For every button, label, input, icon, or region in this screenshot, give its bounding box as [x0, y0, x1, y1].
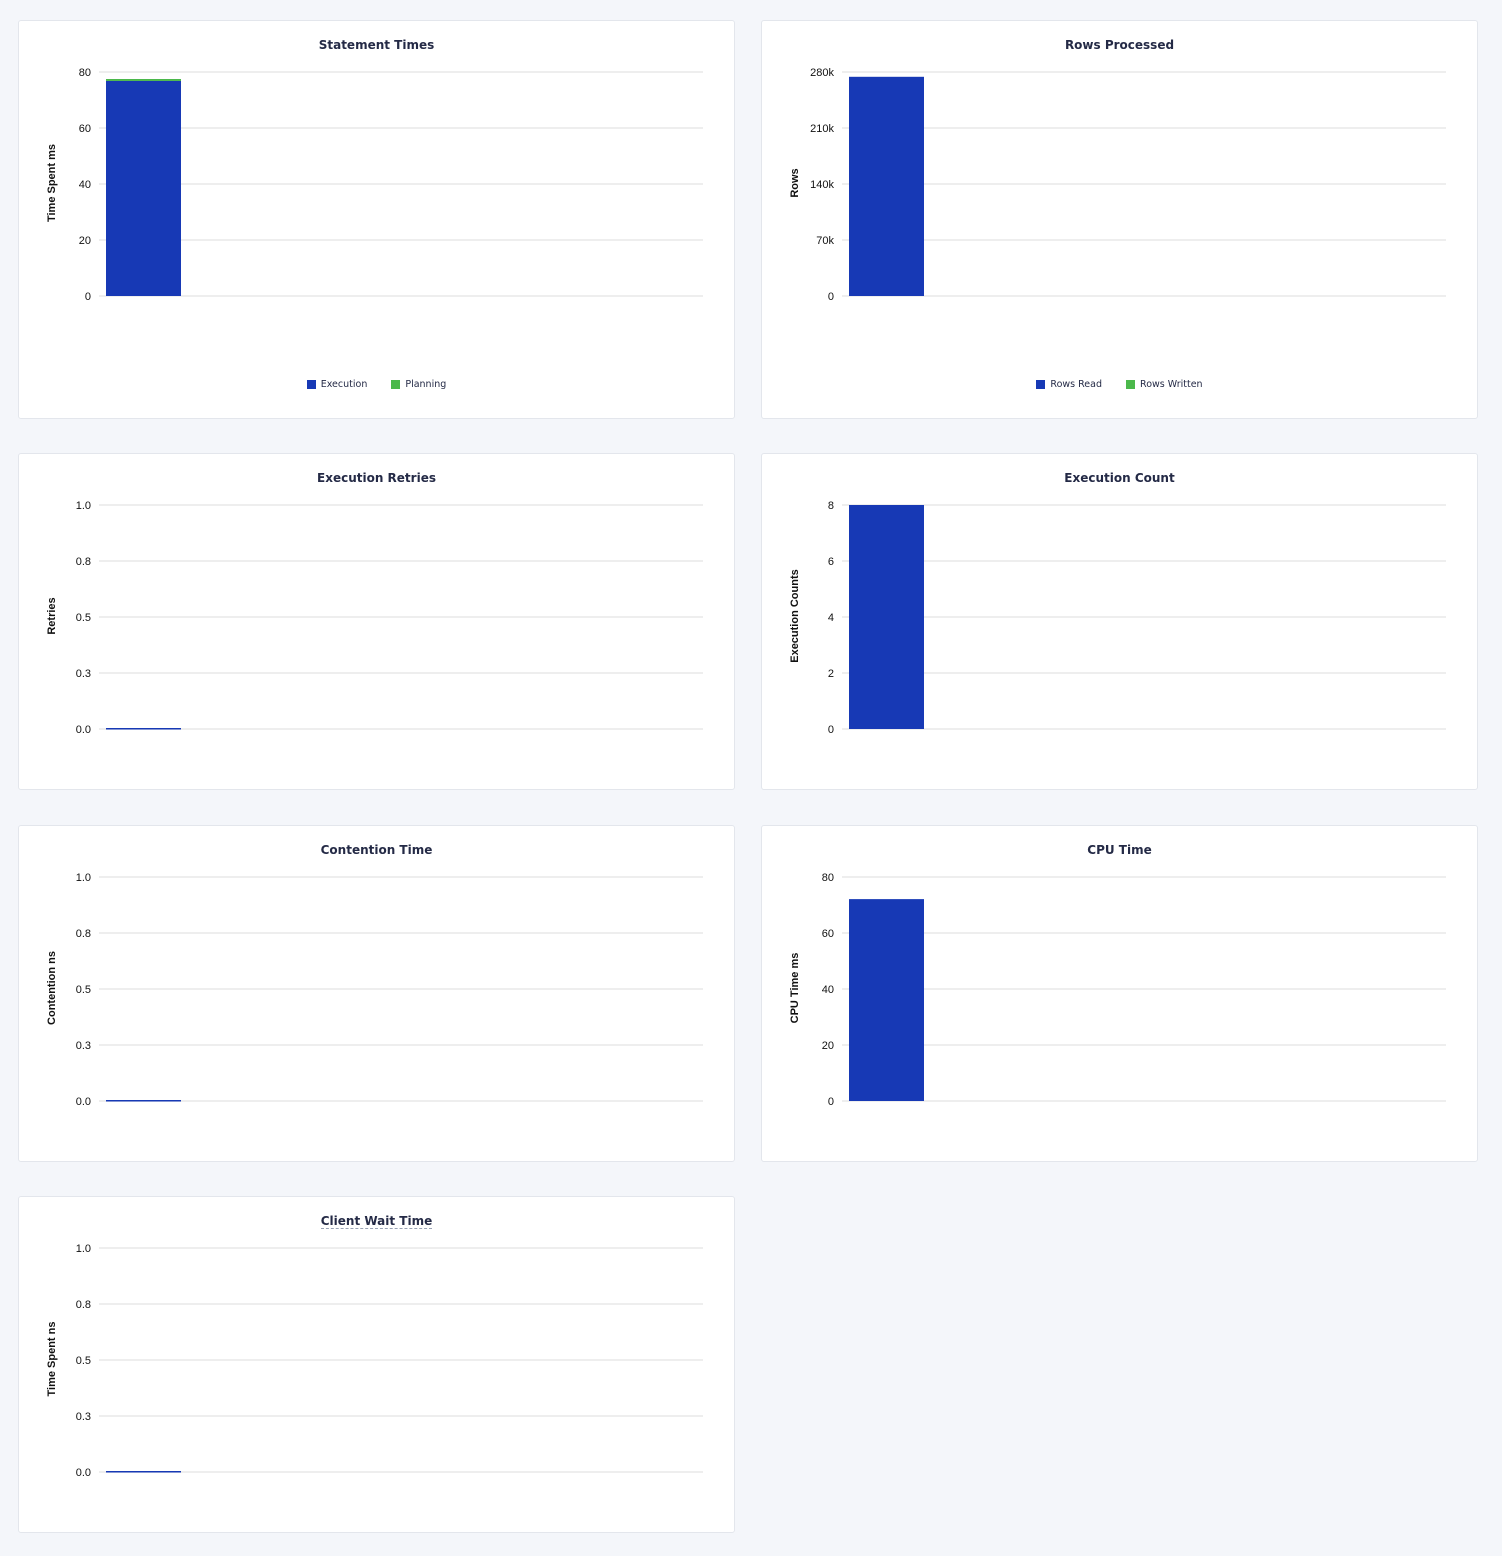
y-tick-label: 20 — [79, 235, 91, 247]
bar-value[interactable] — [106, 1471, 181, 1473]
chart-card-c5: CPU Time CPU Time ms 0 20 40 60 80 — [761, 825, 1478, 1162]
y-tick-label: 4 — [828, 612, 834, 624]
chart-card-c3: Execution Count Execution Counts 0 2 4 6 8 — [761, 453, 1478, 790]
bar-value[interactable] — [106, 728, 181, 730]
legend: Rows Read Rows Written — [762, 379, 1477, 390]
y-tick-label: 2 — [828, 668, 834, 680]
y-tick-label: 0.8 — [76, 1299, 91, 1311]
y-tick-label: 280k — [810, 67, 834, 79]
y-tick-label: 0.8 — [76, 556, 91, 568]
y-tick-label: 0 — [85, 291, 91, 303]
y-tick-label: 0.3 — [76, 1411, 91, 1423]
legend-label: Execution — [320, 379, 368, 390]
bar-planning[interactable] — [106, 79, 181, 81]
legend-item[interactable]: Execution — [306, 379, 368, 390]
legend-label: Rows Read — [1050, 379, 1103, 390]
y-tick-label: 6 — [828, 556, 834, 568]
legend-swatch — [306, 380, 316, 389]
legend-label: Planning — [405, 379, 447, 390]
chart-title: Execution Count — [1064, 471, 1175, 485]
y-tick-label: 1.0 — [76, 500, 91, 512]
legend-swatch — [1036, 380, 1046, 389]
chart-title[interactable]: Client Wait Time — [320, 1214, 433, 1229]
y-tick-label: 60 — [79, 123, 91, 135]
chart-title: CPU Time — [1087, 843, 1152, 857]
bar-value[interactable] — [106, 1100, 181, 1102]
chart-card-c4: Contention Time Contention ns 0.0 0.3 0.5 0.8… — [18, 825, 735, 1162]
y-tick-label: 1.0 — [76, 872, 91, 884]
bar-value[interactable] — [849, 505, 924, 729]
chart-card-c6: Client Wait Time Time Spent ns 0.0 0.3 0.5 0.… — [18, 1196, 735, 1533]
y-tick-label: 0.5 — [76, 612, 91, 624]
y-tick-label: 0.3 — [76, 668, 91, 680]
y-tick-label: 0.5 — [76, 1355, 91, 1367]
y-tick-label: 80 — [79, 67, 91, 79]
legend-swatch — [391, 380, 401, 389]
bar-value[interactable] — [849, 899, 924, 1101]
chart-plot: 0.0 0.3 0.5 0.8 1.0 — [76, 1243, 703, 1479]
legend-label: Rows Written — [1140, 379, 1203, 390]
legend-item[interactable]: Planning — [391, 379, 446, 390]
y-tick-label: 20 — [822, 1040, 834, 1052]
chart-card-c0: Statement Times Time Spent ms 0 20 40 60 80 Exe… — [18, 20, 735, 419]
y-tick-label: 0.0 — [76, 724, 91, 736]
chart-card-c1: Rows Processed Rows 0 70k 140k 210k 280k Rows R… — [761, 20, 1478, 419]
chart-plot: 0.0 0.3 0.5 0.8 1.0 — [76, 872, 703, 1108]
y-tick-label: 0 — [828, 724, 834, 736]
chart-plot: 0 2 4 6 8 — [828, 500, 1446, 736]
chart-title: Execution Retries — [317, 471, 436, 485]
y-tick-label: 70k — [816, 235, 834, 247]
y-tick-label: 8 — [828, 500, 834, 512]
y-tick-label: 210k — [810, 123, 834, 135]
y-tick-label: 80 — [822, 872, 834, 884]
chart-title: Contention Time — [320, 843, 433, 857]
y-tick-label: 140k — [810, 179, 834, 191]
chart-plot: 0 20 40 60 80 — [79, 67, 703, 303]
y-tick-label: 0.0 — [76, 1467, 91, 1479]
chart-plot: 0.0 0.3 0.5 0.8 1.0 — [76, 500, 703, 736]
y-tick-label: 0.5 — [76, 984, 91, 996]
chart-plot: 0 70k 140k 210k 280k — [810, 67, 1446, 303]
y-tick-label: 0.8 — [76, 928, 91, 940]
y-tick-label: 60 — [822, 928, 834, 940]
y-tick-label: 0.0 — [76, 1096, 91, 1108]
chart-card-c2: Execution Retries Retries 0.0 0.3 0.5 0.8 1.0 — [18, 453, 735, 790]
y-tick-label: 40 — [822, 984, 834, 996]
y-tick-label: 0 — [828, 1096, 834, 1108]
chart-title: Rows Processed — [1064, 38, 1175, 52]
chart-plot: 0 20 40 60 80 — [822, 872, 1446, 1108]
y-tick-label: 40 — [79, 179, 91, 191]
legend-item[interactable]: Rows Read — [1036, 379, 1102, 390]
y-tick-label: 1.0 — [76, 1243, 91, 1255]
legend-item[interactable]: Rows Written — [1126, 379, 1203, 390]
y-tick-label: 0.3 — [76, 1040, 91, 1052]
y-tick-label: 0 — [828, 291, 834, 303]
chart-title: Statement Times — [318, 38, 435, 52]
bar-execution[interactable] — [106, 80, 181, 297]
bar-rows-read[interactable] — [849, 76, 924, 296]
legend: Execution Planning — [19, 379, 734, 390]
legend-swatch — [1126, 380, 1136, 389]
